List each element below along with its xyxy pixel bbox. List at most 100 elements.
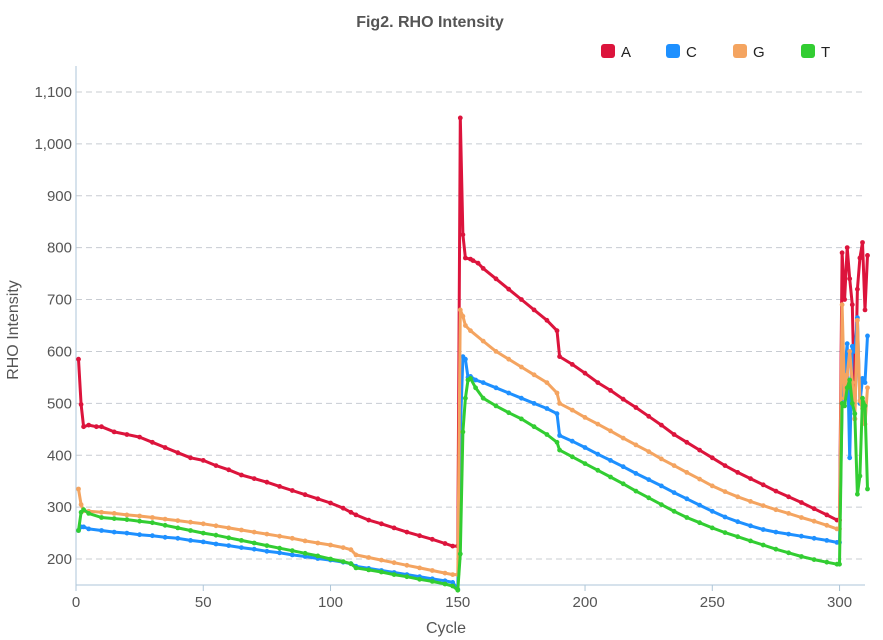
data-point — [366, 567, 372, 573]
data-point — [697, 447, 702, 453]
data-point — [748, 499, 753, 504]
series-group — [76, 115, 870, 593]
x-tick-label: 200 — [573, 594, 598, 611]
data-point — [302, 538, 308, 544]
data-point — [480, 395, 486, 401]
data-point — [328, 556, 333, 562]
legend-item-G[interactable]: G — [733, 44, 765, 61]
data-point — [569, 407, 575, 413]
data-point — [226, 525, 232, 531]
data-point — [531, 401, 537, 406]
data-point — [824, 559, 830, 565]
data-point — [264, 479, 270, 485]
data-point — [569, 454, 575, 460]
legend-item-T[interactable]: T — [801, 44, 830, 61]
data-point — [760, 503, 766, 508]
data-point — [659, 422, 664, 428]
data-point — [315, 553, 321, 559]
data-point — [473, 377, 478, 383]
data-point — [86, 422, 92, 428]
data-point — [348, 547, 354, 553]
data-point — [226, 535, 232, 541]
data-point — [150, 439, 155, 445]
data-point — [353, 565, 359, 571]
data-point — [460, 313, 466, 319]
data-point — [213, 523, 219, 529]
data-point — [213, 532, 219, 538]
data-point — [569, 438, 575, 444]
y-tick-label: 700 — [47, 292, 72, 309]
data-point — [188, 538, 193, 543]
data-point — [620, 464, 626, 470]
data-point — [506, 410, 512, 416]
legend-label: G — [753, 44, 765, 61]
data-point — [722, 463, 728, 468]
data-point — [519, 364, 524, 370]
data-point — [137, 434, 143, 440]
data-point — [463, 323, 468, 328]
data-point — [735, 494, 741, 500]
data-point — [81, 524, 86, 530]
data-point — [493, 385, 499, 391]
data-point — [239, 538, 244, 543]
data-point — [404, 562, 410, 568]
legend-label: A — [621, 44, 631, 61]
data-point — [862, 307, 868, 313]
data-point — [366, 517, 372, 523]
data-point — [468, 376, 473, 381]
data-point — [786, 511, 791, 516]
data-point — [595, 451, 601, 457]
data-point — [799, 500, 804, 505]
data-point — [862, 403, 868, 409]
legend-label: T — [821, 44, 830, 61]
data-point — [837, 561, 842, 567]
data-point — [150, 533, 155, 539]
data-point — [340, 505, 346, 511]
legend-swatch — [601, 44, 615, 58]
series-T — [76, 376, 870, 593]
data-point — [78, 402, 84, 407]
data-point — [608, 458, 613, 463]
data-point — [735, 519, 741, 525]
data-point — [124, 512, 130, 518]
legend-item-C[interactable]: C — [666, 44, 697, 61]
data-point — [860, 240, 865, 245]
data-point — [302, 492, 308, 498]
data-point — [379, 521, 384, 527]
data-point — [531, 307, 537, 313]
data-point — [162, 534, 168, 540]
data-point — [480, 380, 486, 385]
legend-swatch — [733, 44, 747, 58]
data-point — [353, 512, 359, 518]
data-point — [554, 328, 560, 334]
data-point — [760, 542, 766, 548]
data-point — [175, 535, 181, 541]
data-point — [865, 385, 870, 391]
data-point — [493, 276, 499, 282]
data-point — [429, 579, 435, 584]
data-point — [697, 476, 702, 482]
data-point — [99, 515, 104, 520]
data-point — [480, 266, 486, 271]
data-point — [429, 568, 435, 573]
y-tick-label: 400 — [47, 447, 72, 464]
data-point — [137, 518, 143, 524]
data-point — [457, 115, 463, 121]
legend-item-A[interactable]: A — [601, 44, 631, 61]
y-tick-label: 1,000 — [34, 136, 72, 153]
data-point — [251, 540, 257, 546]
data-point — [557, 354, 562, 359]
data-point — [847, 377, 853, 383]
data-point — [200, 530, 206, 536]
data-point — [289, 488, 295, 493]
data-point — [328, 500, 333, 506]
data-point — [582, 415, 588, 420]
axes: 200 300 400 500 600 700 800 900 1,000 1,100 0 50 100… — [34, 66, 865, 611]
data-point — [111, 511, 117, 516]
data-point — [277, 533, 282, 539]
data-point — [847, 349, 853, 354]
data-point — [659, 456, 664, 462]
data-point — [595, 467, 601, 473]
data-point — [608, 428, 613, 434]
